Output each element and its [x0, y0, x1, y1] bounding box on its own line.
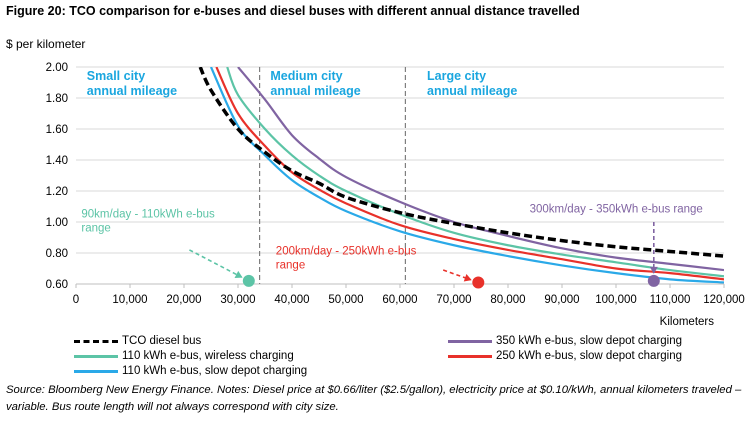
city-size-dividers — [259, 67, 406, 284]
legend-swatch — [74, 369, 118, 373]
legend-label: 110 kWh e-bus, wireless charging — [122, 350, 294, 362]
x-tick-label: 70,000 — [436, 294, 471, 306]
legend-label: TCO diesel bus — [122, 335, 202, 347]
series-lines — [198, 67, 724, 284]
legend-swatch — [448, 354, 492, 358]
y-axis-title: $ per kilometer — [6, 37, 85, 51]
figure-title: Figure 20: TCO comparison for e-buses an… — [6, 4, 580, 18]
annotation-arrowhead — [463, 274, 472, 282]
range-point-marker — [472, 276, 485, 289]
annotation-arrowhead — [649, 266, 658, 274]
legend-item-110kwh-slow: 110 kWh e-bus, slow depot charging — [74, 365, 307, 377]
legend-swatch — [74, 339, 118, 343]
x-tick-label: 80,000 — [490, 294, 525, 306]
region-label: annual mileage — [427, 84, 517, 98]
x-tick-label: 100,000 — [595, 294, 637, 306]
axes: 0.60 0.80 1.00 1.20 1.40 1.60 1.80 2.00 0 10,000 2… — [6, 37, 745, 328]
series-line-110-kwh-e-bus-slow-depot-charging — [209, 67, 724, 284]
y-tick-label: 1.00 — [46, 217, 68, 229]
series-line-tco-diesel-bus — [198, 67, 724, 258]
region-label: Small city — [87, 69, 145, 83]
x-tick-label: 120,000 — [703, 294, 745, 306]
y-tick-label: 2.00 — [46, 62, 68, 74]
annotation-label: range — [276, 260, 305, 272]
x-axis-title: Kilometers — [660, 316, 715, 328]
annotation-label: 300km/day - 350kWh e-bus range — [530, 204, 703, 216]
x-tick-label: 0 — [73, 294, 79, 306]
y-tick-label: 1.20 — [46, 186, 68, 198]
annotation-label: 90km/day - 110kWh e-bus — [81, 208, 215, 220]
x-tick-label: 90,000 — [544, 294, 579, 306]
legend-label: 250 kWh e-bus, slow depot charging — [496, 350, 683, 362]
legend-swatch — [448, 339, 492, 343]
region-label: annual mileage — [270, 84, 360, 98]
x-tick-label: 20,000 — [166, 294, 201, 306]
range-point-marker — [647, 274, 660, 287]
x-tick-label: 30,000 — [220, 294, 255, 306]
series-line-350-kwh-e-bus-slow-depot-charging — [237, 67, 724, 272]
y-tick-label: 0.60 — [46, 279, 68, 291]
legend-item-diesel: TCO diesel bus — [74, 335, 201, 347]
annotation-label: range — [81, 222, 110, 234]
region-label: Medium city — [270, 69, 342, 83]
x-tick-label: 60,000 — [382, 294, 417, 306]
region-label: annual mileage — [87, 84, 177, 98]
source-note: Source: Bloomberg New Energy Finance. No… — [6, 384, 742, 413]
legend-swatch — [74, 354, 118, 358]
x-tick-label: 50,000 — [328, 294, 363, 306]
series-line-250-kwh-e-bus-slow-depot-charging — [215, 67, 724, 281]
legend-label: 110 kWh e-bus, slow depot charging — [122, 365, 308, 377]
legend-item-250kwh-slow: 250 kWh e-bus, slow depot charging — [448, 350, 682, 362]
legend-item-350kwh-slow: 350 kWh e-bus, slow depot charging — [448, 335, 682, 347]
range-annotations: 90km/day - 110kWh e-bus range 200km/day - … — [81, 204, 703, 289]
range-point-marker — [242, 274, 255, 287]
y-tick-label: 1.40 — [46, 155, 68, 167]
legend-item-110kwh-wireless: 110 kWh e-bus, wireless charging — [74, 350, 294, 362]
x-tick-label: 10,000 — [112, 294, 147, 306]
x-tick-label: 40,000 — [274, 294, 309, 306]
annotation-label: 200km/day - 250kWh e-bus — [276, 246, 417, 258]
y-tick-label: 0.80 — [46, 248, 68, 260]
annotation-arrowhead — [234, 270, 243, 278]
y-tick-label: 1.60 — [46, 124, 68, 136]
y-tick-label: 1.80 — [46, 93, 68, 105]
annotation-arrow — [189, 249, 243, 278]
gridlines — [76, 66, 724, 254]
legend-label: 350 kWh e-bus, slow depot charging — [496, 335, 683, 347]
tco-line-chart: 0.60 0.80 1.00 1.20 1.40 1.60 1.80 2.00 0 10,000 2… — [6, 37, 745, 328]
region-label: Large city — [427, 69, 486, 83]
x-tick-label: 110,000 — [650, 294, 691, 306]
